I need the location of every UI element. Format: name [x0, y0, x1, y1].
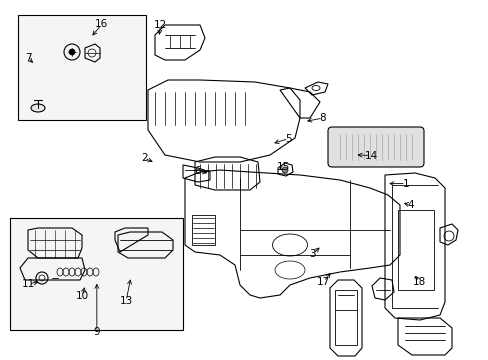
- Text: 11: 11: [21, 279, 35, 289]
- Ellipse shape: [31, 104, 45, 112]
- Text: 16: 16: [95, 19, 108, 30]
- Text: 7: 7: [25, 53, 32, 63]
- Circle shape: [69, 49, 75, 55]
- Text: 5: 5: [285, 134, 291, 144]
- Text: 15: 15: [276, 162, 290, 172]
- Text: 8: 8: [319, 113, 325, 123]
- Bar: [10, 218, 183, 330]
- Text: 18: 18: [412, 276, 426, 287]
- Text: 9: 9: [93, 327, 100, 337]
- Text: 17: 17: [316, 276, 330, 287]
- Bar: [18, 15, 146, 120]
- Text: 13: 13: [119, 296, 133, 306]
- Text: 6: 6: [194, 166, 201, 176]
- Text: 4: 4: [407, 200, 413, 210]
- Text: 1: 1: [402, 179, 408, 189]
- Text: 10: 10: [76, 291, 88, 301]
- FancyBboxPatch shape: [327, 127, 423, 167]
- Text: 2: 2: [141, 153, 147, 163]
- Bar: [397, 210, 433, 290]
- Circle shape: [282, 167, 287, 173]
- Text: 14: 14: [364, 150, 378, 161]
- Bar: [334, 290, 356, 345]
- Text: 3: 3: [309, 249, 316, 259]
- Text: 12: 12: [153, 20, 167, 30]
